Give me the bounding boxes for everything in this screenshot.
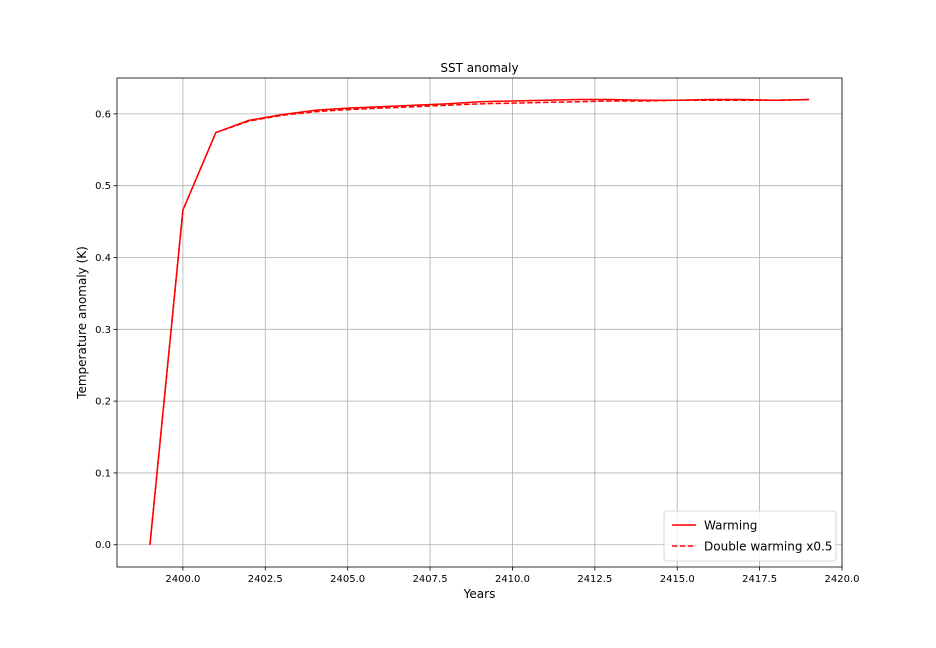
y-tick-label: 0.3 <box>95 325 111 336</box>
x-tick-label: 2402.5 <box>248 574 283 585</box>
series-group <box>149 98 810 545</box>
y-axis: 0.0 0.1 0.2 0.3 0.4 0.5 0.6 <box>95 109 117 551</box>
legend-label: Double warming x0.5 <box>704 540 832 554</box>
legend-box <box>663 510 837 562</box>
legend-label: Warming <box>704 519 757 533</box>
x-axis-label: Years <box>463 587 496 601</box>
chart-title: SST anomaly <box>440 61 518 75</box>
x-tick-label: 2405.0 <box>330 574 365 585</box>
series-line-double-warming <box>149 98 810 545</box>
plot-frame <box>116 77 843 568</box>
y-tick-label: 0.0 <box>95 540 111 551</box>
y-axis-label: Temperature anomaly (K) <box>75 246 89 400</box>
x-axis: 2400.0 2402.5 2405.0 2407.5 2410.0 2412.5 2415… <box>165 567 860 585</box>
x-tick-label: 2417.5 <box>742 574 777 585</box>
x-tick-label: 2400.0 <box>165 574 200 585</box>
y-tick-label: 0.5 <box>95 181 111 192</box>
y-tick-label: 0.1 <box>95 468 111 479</box>
x-tick-label: 2407.5 <box>413 574 448 585</box>
y-tick-label: 0.4 <box>95 253 111 264</box>
x-tick-label: 2420.0 <box>825 574 860 585</box>
y-tick-label: 0.6 <box>95 109 111 120</box>
y-tick-label: 0.2 <box>95 397 111 408</box>
x-tick-label: 2412.5 <box>577 574 612 585</box>
legend: Warming Double warming x0.5 <box>663 510 837 562</box>
x-tick-label: 2415.0 <box>660 574 695 585</box>
x-tick-label: 2410.0 <box>495 574 530 585</box>
